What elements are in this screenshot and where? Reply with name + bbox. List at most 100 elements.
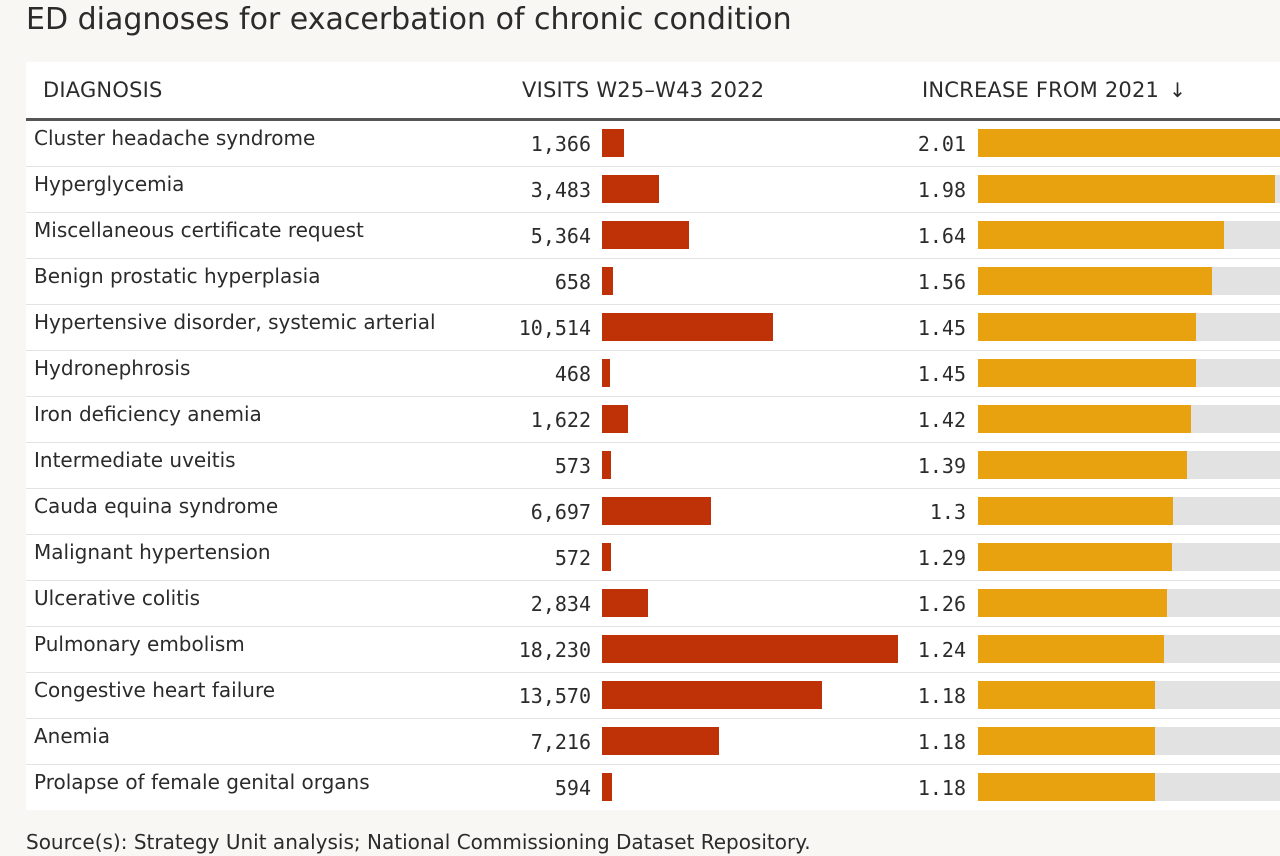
visits-bar [602, 405, 628, 433]
diagnoses-table: DIAGNOSIS VISITS W25–W43 2022 INCREASE F… [26, 62, 1280, 810]
visits-value: 7,216 [530, 730, 591, 754]
increase-bar-track [978, 589, 1280, 617]
table-row: Pulmonary embolism 18,230 1.24 [26, 627, 1280, 673]
table-row: Cauda equina syndrome 6,697 1.3 [26, 489, 1280, 535]
increase-bar-track [978, 267, 1280, 295]
increase-value: 1.18 [917, 776, 966, 800]
table-row: Hyperglycemia 3,483 1.98 [26, 167, 1280, 213]
increase-value: 2.01 [917, 132, 966, 156]
increase-bar [978, 635, 1164, 663]
visits-value: 468 [554, 362, 591, 386]
increase-bar [978, 405, 1191, 433]
visits-bar [602, 359, 610, 387]
diagnosis-label: Cluster headache syndrome [34, 126, 316, 150]
table-header: DIAGNOSIS VISITS W25–W43 2022 INCREASE F… [26, 62, 1280, 121]
chart-title: ED diagnoses for exacerbation of chronic… [26, 2, 792, 37]
visits-bar [602, 129, 624, 157]
visits-value: 2,834 [530, 592, 591, 616]
increase-bar [978, 221, 1224, 249]
diagnosis-label: Iron deficiency anemia [34, 402, 262, 426]
increase-bar-track [978, 681, 1280, 709]
diagnosis-label: Hydronephrosis [34, 356, 191, 380]
table-row: Prolapse of female genital organs 594 1.18 [26, 765, 1280, 810]
diagnosis-label: Congestive heart failure [34, 678, 276, 702]
increase-value: 1.39 [917, 454, 966, 478]
visits-value: 572 [554, 546, 591, 570]
diagnosis-label: Benign prostatic hyperplasia [34, 264, 321, 288]
table-row: Anemia 7,216 1.18 [26, 719, 1280, 765]
diagnosis-label: Hypertensive disorder, systemic arterial [34, 310, 436, 334]
visits-value: 3,483 [530, 178, 591, 202]
increase-bar-track [978, 313, 1280, 341]
increase-bar-track [978, 635, 1280, 663]
column-header-visits[interactable]: VISITS W25–W43 2022 [522, 78, 765, 102]
increase-bar-track [978, 221, 1280, 249]
visits-bar [602, 451, 611, 479]
increase-bar-track [978, 359, 1280, 387]
increase-bar [978, 359, 1196, 387]
increase-value: 1.56 [917, 270, 966, 294]
visits-value: 658 [554, 270, 591, 294]
increase-bar [978, 543, 1172, 571]
table-row: Iron deficiency anemia 1,622 1.42 [26, 397, 1280, 443]
increase-value: 1.18 [917, 730, 966, 754]
increase-value: 1.45 [917, 316, 966, 340]
visits-bar [602, 635, 898, 663]
diagnosis-label: Pulmonary embolism [34, 632, 245, 656]
increase-bar [978, 727, 1155, 755]
diagnosis-label: Anemia [34, 724, 110, 748]
diagnosis-label: Hyperglycemia [34, 172, 185, 196]
visits-value: 5,364 [530, 224, 591, 248]
increase-value: 1.18 [917, 684, 966, 708]
increase-value: 1.3 [929, 500, 966, 524]
visits-value: 573 [554, 454, 591, 478]
visits-bar [602, 543, 611, 571]
increase-bar [978, 313, 1196, 341]
table-row: Congestive heart failure 13,570 1.18 [26, 673, 1280, 719]
increase-bar [978, 773, 1155, 801]
increase-bar [978, 175, 1275, 203]
visits-bar [602, 589, 648, 617]
visits-value: 13,570 [518, 684, 591, 708]
increase-bar-track [978, 543, 1280, 571]
increase-bar-track [978, 497, 1280, 525]
increase-bar-track [978, 727, 1280, 755]
visits-bar [602, 221, 689, 249]
visits-value: 10,514 [518, 316, 591, 340]
sort-descending-icon[interactable]: ↓ [1169, 78, 1187, 102]
visits-value: 594 [554, 776, 591, 800]
increase-value: 1.98 [917, 178, 966, 202]
increase-bar [978, 451, 1187, 479]
diagnosis-label: Miscellaneous certificate request [34, 218, 364, 242]
increase-value: 1.29 [917, 546, 966, 570]
visits-bar [602, 681, 822, 709]
increase-value: 1.26 [917, 592, 966, 616]
column-header-diagnosis[interactable]: DIAGNOSIS [43, 78, 163, 102]
increase-bar-track [978, 773, 1280, 801]
increase-bar [978, 129, 1280, 157]
table-row: Malignant hypertension 572 1.29 [26, 535, 1280, 581]
increase-bar [978, 267, 1212, 295]
visits-bar [602, 497, 711, 525]
visits-bar [602, 727, 719, 755]
table-row: Miscellaneous certificate request 5,364 1.… [26, 213, 1280, 259]
increase-bar-track [978, 405, 1280, 433]
table-body: Cluster headache syndrome 1,366 2.01 Hyperg… [26, 121, 1280, 810]
increase-bar [978, 589, 1167, 617]
diagnosis-label: Malignant hypertension [34, 540, 271, 564]
increase-bar-track [978, 451, 1280, 479]
increase-bar-track [978, 175, 1280, 203]
diagnosis-label: Ulcerative colitis [34, 586, 201, 610]
table-row: Ulcerative colitis 2,834 1.26 [26, 581, 1280, 627]
diagnosis-label: Intermediate uveitis [34, 448, 236, 472]
table-row: Cluster headache syndrome 1,366 2.01 [26, 121, 1280, 167]
table-row: Intermediate uveitis 573 1.39 [26, 443, 1280, 489]
visits-bar [602, 313, 773, 341]
visits-value: 6,697 [530, 500, 591, 524]
diagnosis-label: Prolapse of female genital organs [34, 770, 370, 794]
table-row: Benign prostatic hyperplasia 658 1.56 [26, 259, 1280, 305]
column-header-increase-label: INCREASE FROM 2021 [922, 78, 1160, 102]
table-row: Hypertensive disorder, systemic arterial… [26, 305, 1280, 351]
column-header-increase[interactable]: INCREASE FROM 2021 ↓ [922, 76, 1186, 104]
visits-bar [602, 773, 612, 801]
